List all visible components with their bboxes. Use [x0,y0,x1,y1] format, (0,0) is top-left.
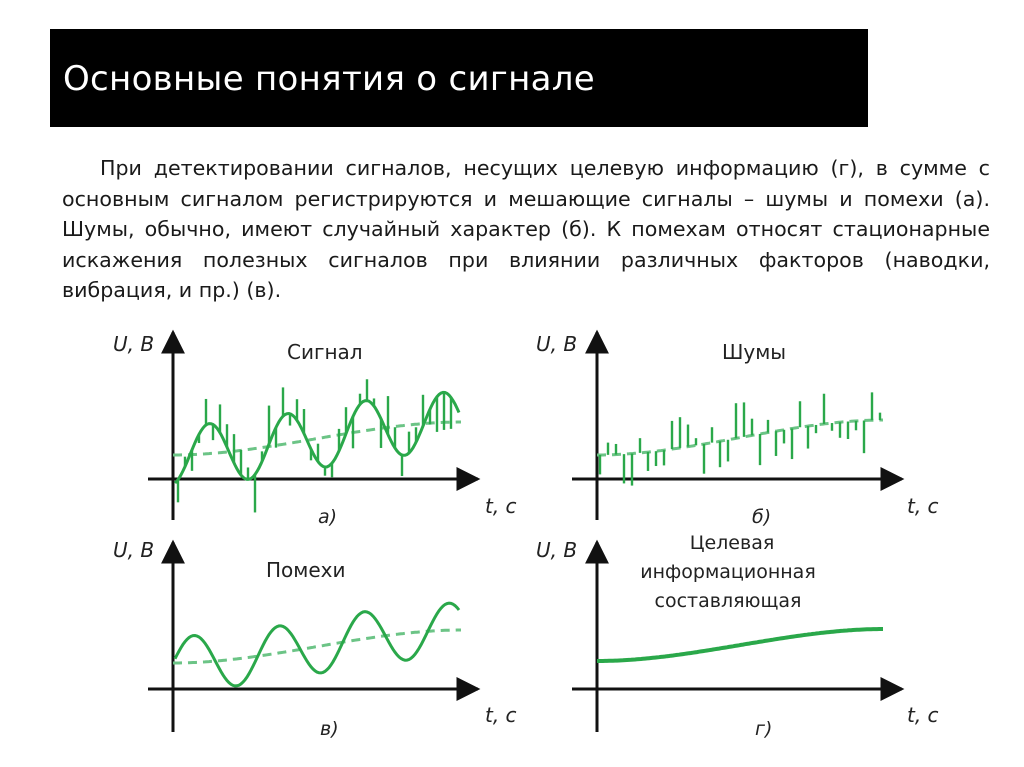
x-axis-label: t, с [907,703,939,727]
panel-caption: в) [320,718,339,740]
noise-spikes [598,392,882,486]
panel-title: Помехи [266,558,346,582]
trend-curve [597,418,883,457]
panel-caption: а) [318,506,337,528]
panel-title-line-2: информационная [640,561,816,583]
y-axis-label: U, В [113,332,154,356]
panel-interference: U, В t, с Помехи в) [113,538,517,740]
y-axis-label: U, В [113,538,154,562]
target-curve [597,627,883,663]
panel-title-line-1: Целевая [690,532,775,554]
panel-signal: U, В t, с Сигнал а) [113,329,517,528]
panel-caption: б) [752,506,771,528]
y-axis-label: U, В [536,538,577,562]
panel-target-component: U, В t, с Целевая информационная составл… [536,532,939,740]
y-axis-label: U, В [536,332,577,356]
panel-title: Сигнал [287,340,363,364]
slide-paragraph: При детектировании сигналов, несущих цел… [62,156,990,302]
panel-caption: г) [755,718,772,740]
slide-title-bar: Основные понятия о сигнале [50,29,868,127]
panel-noise: U, В t, с Шумы б) [536,329,939,528]
slide-title: Основные понятия о сигнале [63,59,595,99]
x-axis-label: t, с [485,494,517,518]
x-axis-label: t, с [907,494,939,518]
noise-spikes [176,379,453,513]
panel-title: Шумы [722,340,786,364]
panel-title-line-3: составляющая [655,590,802,612]
x-axis-label: t, с [485,703,517,727]
trend-curve [173,420,461,457]
interference-curve [173,601,461,688]
trend-curve [173,628,461,665]
